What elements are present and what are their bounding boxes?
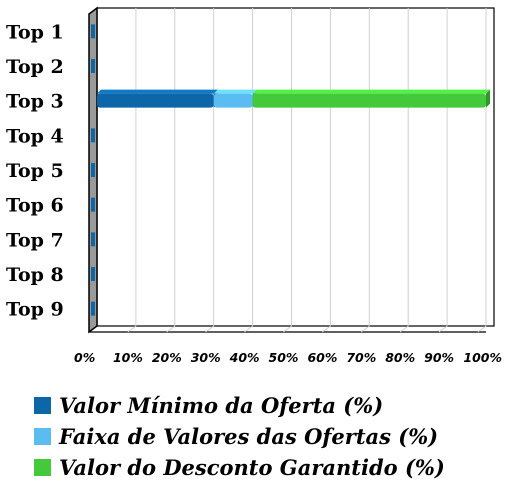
zero-bar-marker bbox=[91, 267, 95, 281]
legend-swatch bbox=[34, 428, 51, 445]
gridline-floor bbox=[477, 325, 487, 333]
zero-bar-marker bbox=[91, 163, 95, 177]
gridline-floor bbox=[283, 325, 292, 333]
gridline-floor bbox=[360, 325, 370, 333]
legend: Valor Mínimo da Oferta (%) Faixa de Valor… bbox=[34, 390, 445, 483]
legend-label: Valor do Desconto Garantido (%) bbox=[59, 455, 445, 480]
x-tick-label: 90% bbox=[424, 350, 454, 365]
gridline-floor bbox=[205, 325, 214, 333]
category-label: Top 8 bbox=[6, 264, 64, 286]
bar-top-3-series-2 bbox=[213, 89, 257, 108]
category-label: Top 9 bbox=[6, 299, 64, 321]
x-tick-label: 20% bbox=[152, 350, 182, 365]
gridline-floor bbox=[399, 325, 409, 333]
category-label: Top 4 bbox=[6, 125, 64, 147]
gridline-floor bbox=[438, 325, 448, 333]
gridline-floor bbox=[244, 325, 253, 333]
bar-chart-plot: Top 1 Top 2 Top 3 Top 4 Top 5 Top 6 Top 7 Top 8… bbox=[6, 6, 502, 365]
zero-bar-marker bbox=[91, 301, 95, 316]
category-label: Top 2 bbox=[6, 56, 64, 78]
legend-swatch bbox=[34, 397, 51, 414]
x-tick-label: 50% bbox=[269, 350, 299, 365]
gridline-floor bbox=[127, 325, 137, 333]
x-tick-label: 100% bbox=[463, 350, 502, 365]
legend-label: Faixa de Valores das Ofertas (%) bbox=[59, 424, 439, 449]
bar-top-3-series-1 bbox=[97, 89, 218, 108]
x-tick-label: 80% bbox=[385, 350, 415, 365]
legend-item: Faixa de Valores das Ofertas (%) bbox=[34, 421, 445, 452]
legend-item: Valor do Desconto Garantido (%) bbox=[34, 452, 445, 483]
x-tick-label: 30% bbox=[191, 350, 221, 365]
x-tick-label: 60% bbox=[307, 350, 337, 365]
category-label: Top 5 bbox=[6, 160, 64, 182]
zero-bar-marker bbox=[91, 24, 95, 39]
category-label: Top 7 bbox=[6, 229, 64, 251]
x-tick-label: 10% bbox=[113, 350, 143, 365]
category-label: Top 3 bbox=[6, 91, 64, 113]
zero-bar-marker bbox=[91, 232, 95, 247]
legend-label: Valor Mínimo da Oferta (%) bbox=[59, 393, 384, 418]
x-tick-label: 0% bbox=[74, 350, 95, 365]
category-label: Top 1 bbox=[6, 21, 64, 43]
gridline-floor bbox=[322, 325, 331, 333]
gridline-floor bbox=[166, 325, 176, 333]
plot-frame bbox=[96, 7, 495, 327]
zero-bar-marker bbox=[91, 59, 95, 73]
x-tick-label: 40% bbox=[229, 350, 260, 365]
legend-item: Valor Mínimo da Oferta (%) bbox=[34, 390, 445, 421]
zero-bar-marker bbox=[91, 128, 95, 143]
bar-top-3-series-3 bbox=[252, 89, 490, 108]
x-tick-label: 70% bbox=[346, 350, 376, 365]
legend-swatch bbox=[34, 459, 51, 476]
category-label: Top 6 bbox=[6, 195, 64, 217]
zero-bar-marker bbox=[91, 197, 95, 212]
